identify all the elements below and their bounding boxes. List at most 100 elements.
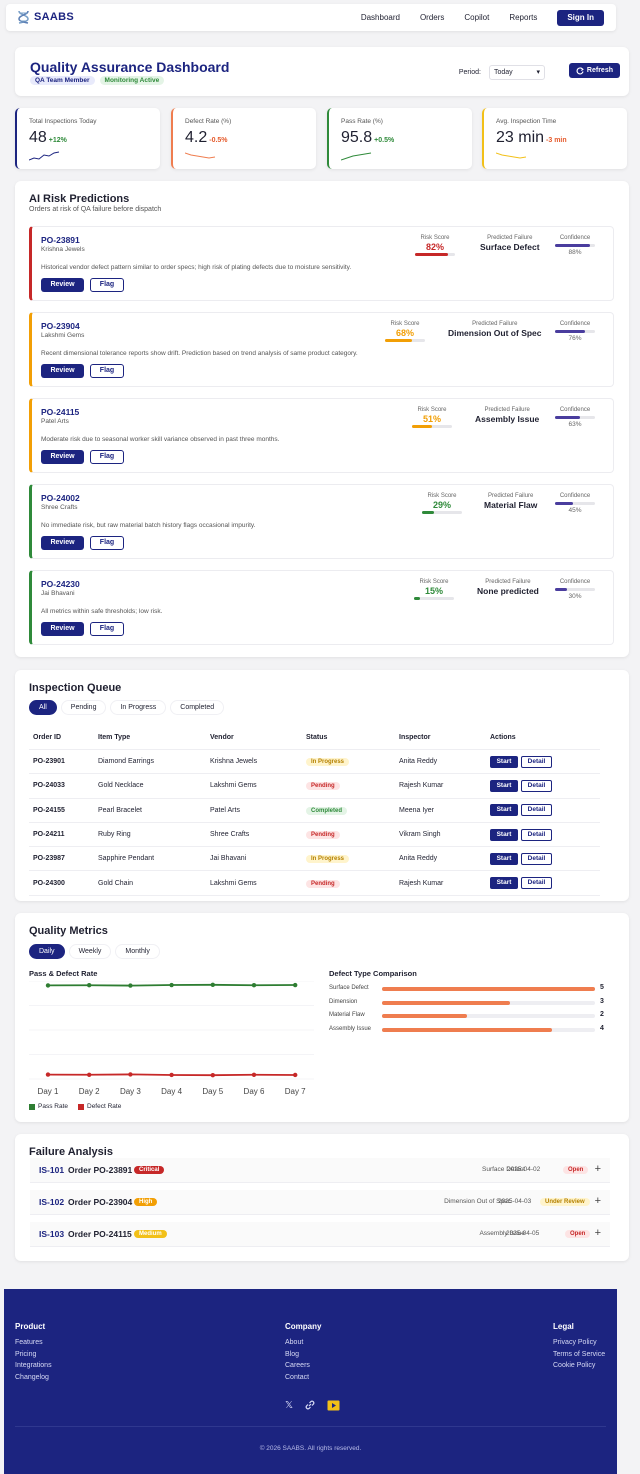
footer-link[interactable]: About (285, 1339, 304, 1346)
metrics-tab-weekly[interactable]: Weekly (68, 944, 112, 959)
metrics-tab-daily[interactable]: Daily (29, 944, 65, 959)
review-button[interactable]: Review (41, 622, 84, 636)
start-button[interactable]: Start (490, 828, 518, 841)
item-type: Gold Chain (98, 879, 134, 887)
detail-button[interactable]: Detail (521, 828, 552, 841)
detail-button[interactable]: Detail (521, 755, 552, 768)
x-icon[interactable]: 𝕏 (285, 1399, 294, 1411)
confidence-value: 45% (568, 507, 582, 514)
risk-order-id[interactable]: PO-23904 (41, 321, 80, 331)
footer-link[interactable]: Changelog (15, 1373, 49, 1381)
flag-button[interactable]: Flag (90, 622, 124, 636)
dashboard-header: Quality Assurance Dashboard QA Team Memb… (15, 47, 629, 96)
brand-name: SAABS (34, 11, 75, 23)
failure-row[interactable]: IS-101 Order PO-23891 Critical Surface Defe… (30, 1158, 610, 1183)
detail-button[interactable]: Detail (521, 804, 552, 817)
footer-link[interactable]: Contact (285, 1373, 310, 1381)
stat-label: Total Inspections Today (29, 118, 97, 125)
footer-link[interactable]: Pricing (15, 1350, 37, 1358)
bar-track (382, 1000, 595, 1005)
queue-tab-all[interactable]: All (29, 700, 57, 715)
stat-delta: +12% (48, 137, 67, 144)
nav-link-orders[interactable]: Orders (419, 13, 445, 22)
period-select[interactable]: Today ▾ (489, 65, 545, 80)
footer-link[interactable]: Features (15, 1339, 43, 1346)
table-row: PO-23987 Sapphire Pendant Jai Bhavani In Pr… (29, 847, 600, 872)
review-button[interactable]: Review (41, 536, 84, 550)
footer-link[interactable]: Integrations (15, 1362, 52, 1369)
order-id[interactable]: PO-23901 (33, 758, 65, 766)
queue-tab-pending[interactable]: Pending (60, 700, 107, 715)
footer-link[interactable]: Cookie Policy (553, 1362, 596, 1369)
footer-link[interactable]: Privacy Policy (553, 1339, 597, 1346)
x-tick-label: Day 4 (161, 1087, 182, 1096)
expand-plus-icon[interactable]: + (594, 1227, 601, 1239)
order-id[interactable]: PO-24155 (33, 806, 65, 814)
top-navbar: SAABS Dashboard Orders Copilot Reports S… (6, 4, 616, 31)
detail-button[interactable]: Detail (521, 877, 552, 890)
nav-link-copilot[interactable]: Copilot (464, 13, 490, 22)
signin-button[interactable]: Sign In (557, 9, 604, 26)
failure-row[interactable]: IS-102 Order PO-23904 High Dimension Out of… (30, 1190, 610, 1215)
confidence: Confidence 63% (555, 407, 595, 428)
expand-plus-icon[interactable]: + (594, 1195, 601, 1207)
start-button[interactable]: Start (490, 804, 518, 817)
flag-button[interactable]: Flag (90, 536, 124, 550)
refresh-button[interactable]: Refresh (568, 63, 620, 78)
inspector: Rajesh Kumar (399, 879, 444, 887)
x-tick-label: Day 3 (120, 1087, 141, 1096)
severity-badge: Critical (134, 1166, 165, 1174)
start-button[interactable]: Start (490, 852, 518, 865)
issue-id: IS-103 (39, 1229, 65, 1239)
stat-value: 95.8 (341, 129, 373, 146)
risk-score-value: 51% (422, 414, 441, 424)
confidence-fill (555, 502, 573, 505)
expand-plus-icon[interactable]: + (594, 1163, 601, 1175)
nav-link-reports[interactable]: Reports (509, 13, 538, 22)
monitoring-badge: Monitoring Active (99, 76, 165, 85)
flag-button[interactable]: Flag (90, 450, 124, 464)
predicted-failure-label: Predicted Failure (487, 235, 533, 241)
risk-order-id[interactable]: PO-24002 (41, 493, 80, 503)
risk-score-value: 15% (424, 586, 443, 596)
metrics-tab-monthly[interactable]: Monthly (115, 944, 160, 959)
column-header: Inspector (399, 734, 431, 741)
order-id[interactable]: PO-23987 (33, 855, 65, 863)
link-icon[interactable] (304, 1399, 316, 1411)
footer-link[interactable]: Terms of Service (553, 1350, 606, 1358)
x-tick-label: Day 1 (38, 1087, 59, 1096)
data-point (210, 982, 215, 988)
video-icon[interactable] (327, 1400, 340, 1411)
legend-defect-rate: Defect Rate (78, 1103, 121, 1110)
review-button[interactable]: Review (41, 278, 84, 292)
flag-button[interactable]: Flag (90, 278, 124, 292)
inspector: Rajesh Kumar (399, 782, 444, 790)
flag-button[interactable]: Flag (90, 364, 124, 378)
start-button[interactable]: Start (490, 877, 518, 890)
issue-type: Assembly Issue (479, 1230, 525, 1237)
nav-link-dashboard[interactable]: Dashboard (360, 13, 400, 22)
order-id[interactable]: PO-24300 (33, 879, 65, 887)
risk-order-id[interactable]: PO-24230 (41, 579, 80, 589)
footer-link[interactable]: Blog (285, 1350, 300, 1358)
review-button[interactable]: Review (41, 364, 84, 378)
queue-tab-in-progress[interactable]: In Progress (110, 700, 167, 715)
failure-row[interactable]: IS-103 Order PO-24115 Medium Assembly Issue… (30, 1222, 610, 1247)
chevron-down-icon: ▾ (536, 69, 540, 76)
queue-tab-completed[interactable]: Completed (170, 700, 225, 715)
risk-order-id[interactable]: PO-24115 (41, 407, 80, 417)
stat-value: 23 min (496, 129, 545, 146)
bar-chart-title: Defect Type Comparison (329, 969, 417, 978)
detail-button[interactable]: Detail (521, 779, 552, 792)
brand-logo[interactable]: SAABS (17, 10, 74, 24)
order-id[interactable]: PO-24033 (33, 782, 65, 790)
order-id[interactable]: PO-24211 (33, 831, 65, 839)
detail-button[interactable]: Detail (521, 852, 552, 865)
start-button[interactable]: Start (490, 779, 518, 792)
line-chart-title: Pass & Defect Rate (29, 969, 98, 978)
data-point (128, 983, 133, 988)
start-button[interactable]: Start (490, 755, 518, 768)
review-button[interactable]: Review (41, 450, 84, 464)
risk-order-id[interactable]: PO-23891 (41, 235, 80, 245)
footer-link[interactable]: Careers (285, 1362, 310, 1369)
